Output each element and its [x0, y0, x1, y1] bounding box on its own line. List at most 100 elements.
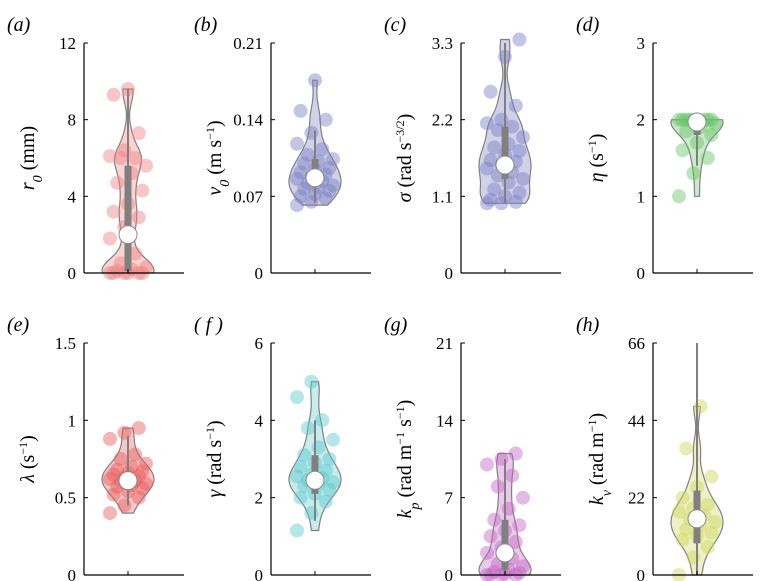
panel-label: (c)	[384, 14, 407, 36]
data-point	[501, 501, 516, 516]
data-point	[700, 497, 715, 512]
data-point	[318, 191, 333, 206]
y-tick-label: 0	[255, 566, 264, 581]
data-point	[110, 264, 125, 279]
data-point	[322, 482, 337, 497]
y-tick-label: 4	[68, 187, 77, 206]
data-point	[110, 462, 125, 477]
panel-label: (b)	[194, 14, 218, 36]
data-point	[326, 178, 340, 193]
data-point	[293, 103, 308, 118]
y-tick-label: 1	[637, 187, 646, 206]
data-point	[300, 147, 315, 162]
y-tick-label: 3.3	[432, 34, 453, 53]
y-axis-label: kv (rad m−1)	[585, 413, 615, 505]
y-axis-label: η (s−1)	[585, 134, 608, 183]
data-point	[679, 522, 694, 537]
data-point	[131, 126, 146, 141]
data-point	[304, 125, 319, 140]
data-point	[103, 506, 117, 521]
data-point	[113, 151, 128, 165]
data-point	[297, 156, 312, 171]
data-point	[300, 421, 315, 436]
panel-8: 0 22 44 66 (h) kv (rad m−1)	[576, 314, 753, 581]
data-point	[675, 532, 690, 547]
data-point	[103, 472, 117, 487]
y-tick-label: 0	[255, 264, 264, 283]
y-axis-label: σ (rad s−3/2)	[393, 114, 416, 203]
data-point	[110, 175, 125, 190]
data-point	[483, 192, 498, 207]
data-point	[297, 181, 312, 196]
data-point	[487, 512, 502, 527]
y-tick-label: 0.5	[55, 489, 76, 508]
y-tick-label: 0	[445, 566, 454, 581]
data-point	[480, 457, 494, 472]
panel-1: 0 4 8 12 (a) r0 (mm)	[7, 14, 184, 283]
y-tick-label: 0.07	[233, 187, 263, 206]
data-point	[131, 490, 146, 505]
panel-7: 0 7 14 21 (g) kp (rad m−1 s−1)	[384, 314, 561, 581]
data-point	[508, 534, 523, 549]
y-tick-label: 0.14	[233, 111, 263, 130]
y-tick-label: 2	[255, 489, 264, 508]
data-point	[290, 523, 304, 538]
y-tick-label: 66	[628, 334, 645, 353]
median-marker	[687, 509, 707, 529]
data-point	[700, 539, 715, 554]
data-point	[318, 463, 333, 478]
y-tick-label: 8	[68, 111, 77, 130]
data-point	[512, 32, 527, 47]
median-marker	[118, 471, 138, 491]
data-point	[672, 189, 686, 204]
data-point	[290, 469, 304, 484]
data-point	[686, 550, 701, 565]
data-point	[490, 123, 505, 138]
y-tick-label: 22	[628, 489, 645, 508]
data-point	[508, 446, 523, 461]
data-point	[322, 160, 337, 175]
data-point	[290, 390, 304, 405]
data-point	[480, 545, 494, 560]
y-tick-label: 1.5	[55, 334, 76, 353]
data-point	[117, 143, 132, 158]
panel-label: (g)	[384, 314, 408, 336]
y-tick-label: 21	[436, 334, 453, 353]
data-point	[117, 425, 132, 440]
y-tick-label: 0	[68, 566, 77, 581]
data-point	[490, 479, 505, 494]
y-tick-label: 2	[637, 111, 646, 130]
iqr-box	[124, 165, 132, 272]
y-tick-label: 12	[59, 34, 76, 53]
data-point	[131, 210, 146, 225]
data-point	[297, 448, 312, 463]
y-tick-label: 2.2	[432, 111, 453, 130]
data-point	[113, 256, 128, 271]
data-point	[113, 452, 128, 466]
data-point	[106, 467, 121, 482]
data-point	[103, 231, 117, 246]
data-point	[508, 194, 523, 209]
panel-6: 0 2 4 6 ( f ) γ (rad s−1)	[194, 314, 371, 581]
median-marker	[118, 225, 138, 245]
y-tick-label: 1	[68, 411, 77, 430]
data-point	[505, 119, 520, 134]
data-point	[293, 459, 308, 474]
data-point	[322, 183, 337, 198]
data-point	[304, 374, 319, 389]
data-point	[512, 565, 527, 580]
data-point	[516, 490, 530, 505]
data-point	[508, 98, 523, 113]
y-tick-label: 1.1	[432, 187, 453, 206]
y-tick-label: 0	[637, 264, 646, 283]
data-point	[135, 481, 150, 496]
data-point	[128, 246, 143, 261]
data-point	[139, 456, 153, 471]
data-point	[106, 87, 121, 102]
data-point	[516, 130, 530, 145]
data-point	[103, 431, 117, 446]
y-axis-label: r0 (mm)	[17, 126, 46, 190]
median-marker	[495, 543, 515, 563]
data-point	[672, 504, 686, 519]
